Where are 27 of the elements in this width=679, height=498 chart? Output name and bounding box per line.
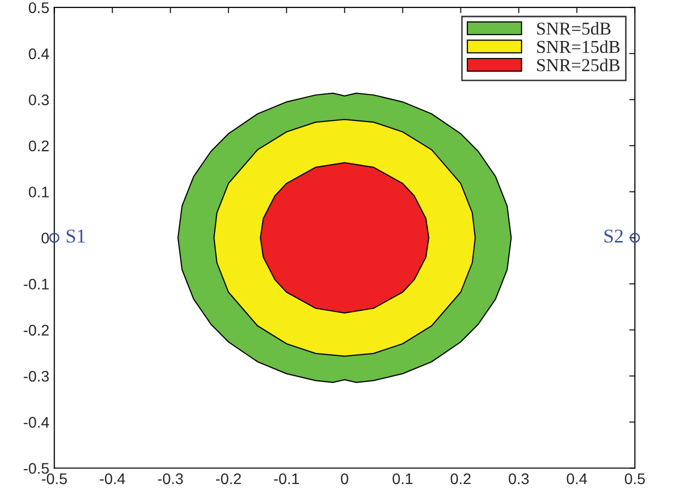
x-tick-label: -0.3: [158, 473, 183, 484]
y-tick-label: -0.2: [24, 324, 49, 336]
y-tick-label: -0.4: [24, 416, 50, 428]
x-tick-label: 0.4: [566, 473, 587, 484]
x-tick-label: 0.2: [450, 473, 471, 484]
annotation: S2: [604, 230, 623, 243]
x-tick-label: 0.5: [624, 473, 645, 484]
y-tick-label: 0.2: [28, 140, 49, 152]
x-tick-label: 0: [340, 473, 348, 484]
x-tick-label: -0.1: [274, 473, 299, 484]
x-tick-label: -0.4: [100, 473, 126, 484]
x-tick-label: 0.1: [392, 473, 413, 484]
y-tick-label: 0.3: [28, 94, 49, 106]
y-tick-label: 0.5: [28, 2, 49, 14]
y-tick-label: -0.1: [24, 278, 49, 290]
x-tick-label: -0.2: [216, 473, 241, 484]
y-tick-label: 0.1: [28, 186, 49, 198]
legend-label: SNR=25dB: [537, 58, 620, 72]
x-tick-label: -0.5: [42, 473, 67, 484]
legend-label: SNR=5dB: [537, 22, 611, 35]
y-tick-label: 0.4: [28, 48, 50, 60]
annotation: S1: [66, 230, 85, 243]
legend-label: SNR=15dB: [537, 40, 620, 54]
y-tick-label: -0.5: [24, 462, 49, 474]
x-tick-label: 0.3: [508, 473, 529, 484]
y-tick-label: 0: [42, 232, 49, 244]
y-tick-label: -0.3: [24, 370, 49, 382]
